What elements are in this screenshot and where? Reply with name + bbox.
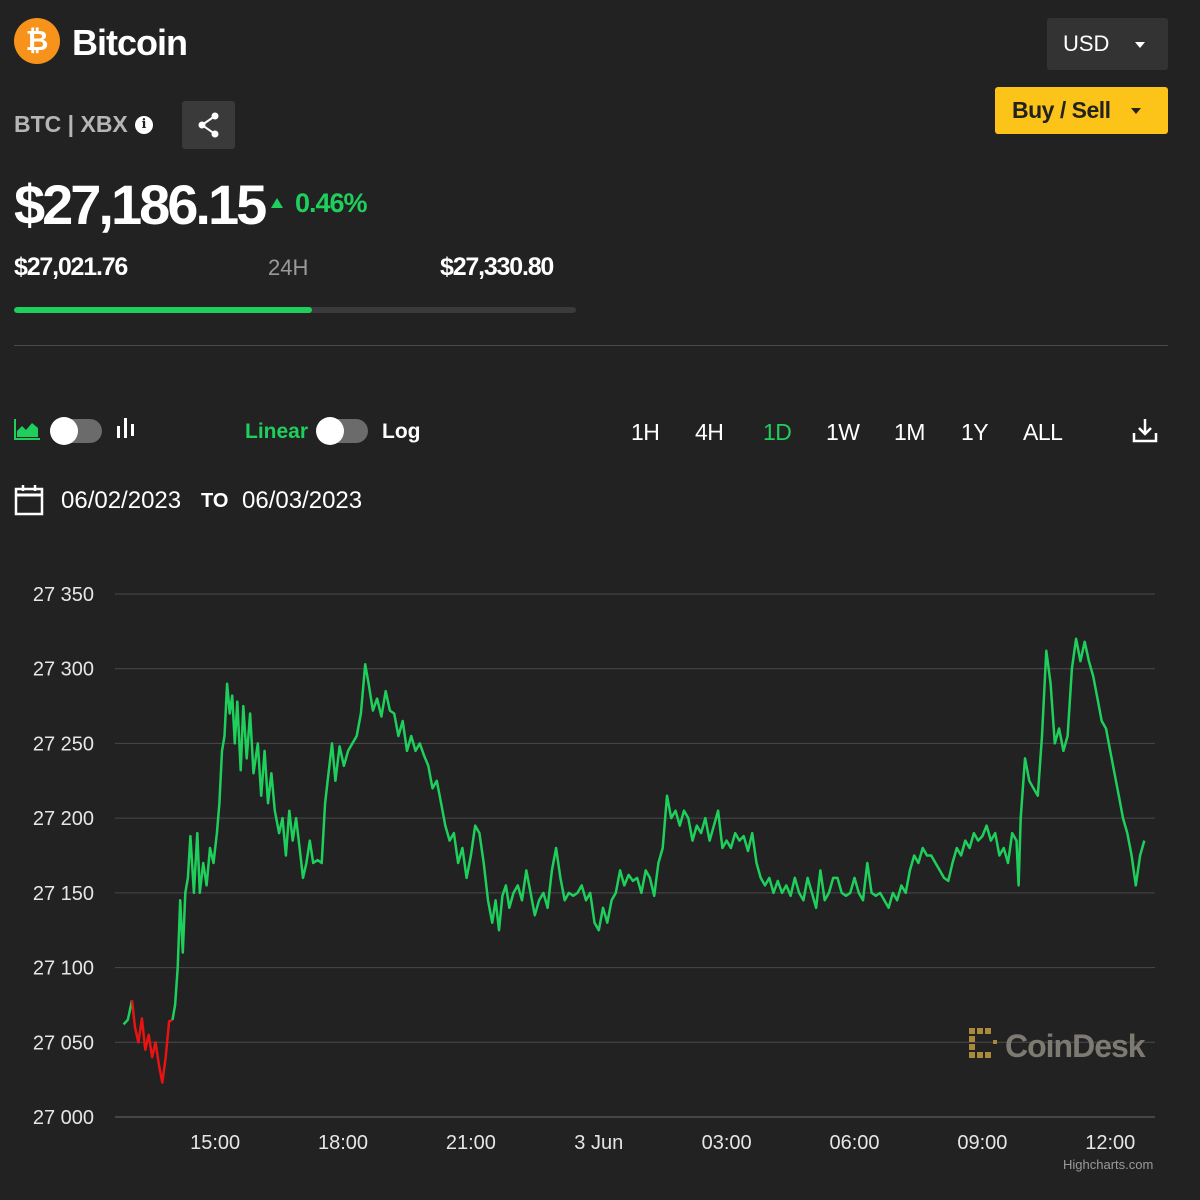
range-1m[interactable]: 1M [894, 419, 925, 445]
x-tick-label: 09:00 [957, 1132, 1007, 1154]
low-24h: $27,021.76 [14, 253, 128, 281]
coindesk-watermark: CoinDesk [969, 1026, 1146, 1069]
x-tick-label: 15:00 [190, 1132, 240, 1154]
ticker-label: BTC | XBX [14, 111, 128, 137]
up-arrow-icon [271, 198, 283, 208]
download-icon[interactable] [1131, 416, 1159, 444]
y-tick-label: 27 100 [33, 958, 94, 980]
range-bar [14, 307, 576, 313]
y-tick-label: 27 000 [33, 1107, 94, 1129]
chevron-down-icon [1135, 42, 1145, 48]
series-line-down [130, 1000, 174, 1084]
range-1d[interactable]: 1D [763, 419, 792, 445]
date-to-input[interactable]: 06/03/2023 [242, 487, 363, 514]
range-1w[interactable]: 1W [826, 419, 860, 445]
candlestick-chart-icon[interactable] [115, 416, 137, 440]
x-tick-label: 21:00 [446, 1132, 496, 1154]
buy-sell-button[interactable]: Buy / Sell [995, 87, 1168, 134]
x-tick-label: 3 Jun [574, 1132, 623, 1154]
coin-name: Bitcoin [72, 22, 188, 63]
toggle-knob [316, 417, 344, 445]
series-line-up [122, 1000, 134, 1026]
y-tick-label: 27 250 [33, 733, 94, 755]
price-chart[interactable]: 27 350 27 300 27 250 27 200 27 150 27 100 27 0… [0, 560, 1200, 1200]
price-change-percent: 0.46% [295, 188, 368, 218]
range-1y[interactable]: 1Y [961, 419, 989, 445]
y-tick-label: 27 350 [33, 584, 94, 606]
buy-sell-label: Buy / Sell [1012, 97, 1111, 123]
y-tick-label: 27 150 [33, 883, 94, 905]
coindesk-watermark-text: CoinDesk [1005, 1028, 1146, 1064]
currency-select[interactable]: USD [1047, 18, 1168, 70]
bitcoin-logo-icon: ₿ [14, 18, 60, 64]
series-line-up [171, 637, 1146, 1021]
range-bar-fill [14, 307, 312, 313]
info-icon[interactable]: i [135, 116, 153, 134]
high-24h: $27,330.80 [440, 253, 554, 281]
bitcoin-symbol: ₿ [25, 25, 49, 56]
log-label[interactable]: Log [382, 420, 421, 443]
y-tick-label: 27 200 [33, 808, 94, 830]
calendar-icon[interactable] [14, 484, 44, 516]
chevron-down-icon [1131, 108, 1141, 114]
currency-label: USD [1063, 31, 1110, 56]
chart-credits[interactable]: Highcharts.com [1063, 1157, 1154, 1172]
coindesk-logo-icon [969, 1028, 997, 1058]
y-tick-label: 27 300 [33, 659, 94, 681]
x-tick-label: 03:00 [702, 1132, 752, 1154]
y-tick-label: 27 050 [33, 1032, 94, 1054]
date-to-label: TO [201, 490, 229, 512]
divider [14, 345, 1168, 346]
x-tick-label: 18:00 [318, 1132, 368, 1154]
toggle-knob [50, 417, 78, 445]
share-button[interactable] [182, 101, 235, 149]
chart-type-toggle[interactable] [50, 417, 102, 445]
scale-toggle[interactable] [316, 417, 368, 445]
range-label: 24H [268, 255, 309, 280]
range-all[interactable]: ALL [1023, 419, 1063, 445]
x-tick-label: 12:00 [1085, 1132, 1135, 1154]
date-from-input[interactable]: 06/02/2023 [61, 487, 182, 514]
current-price: $27,186.15 [14, 173, 267, 236]
linear-label[interactable]: Linear [245, 420, 309, 443]
range-4h[interactable]: 4H [695, 419, 724, 445]
area-chart-icon[interactable] [14, 418, 41, 440]
range-1h[interactable]: 1H [631, 419, 660, 445]
share-icon [198, 112, 219, 138]
x-tick-label: 06:00 [829, 1132, 879, 1154]
